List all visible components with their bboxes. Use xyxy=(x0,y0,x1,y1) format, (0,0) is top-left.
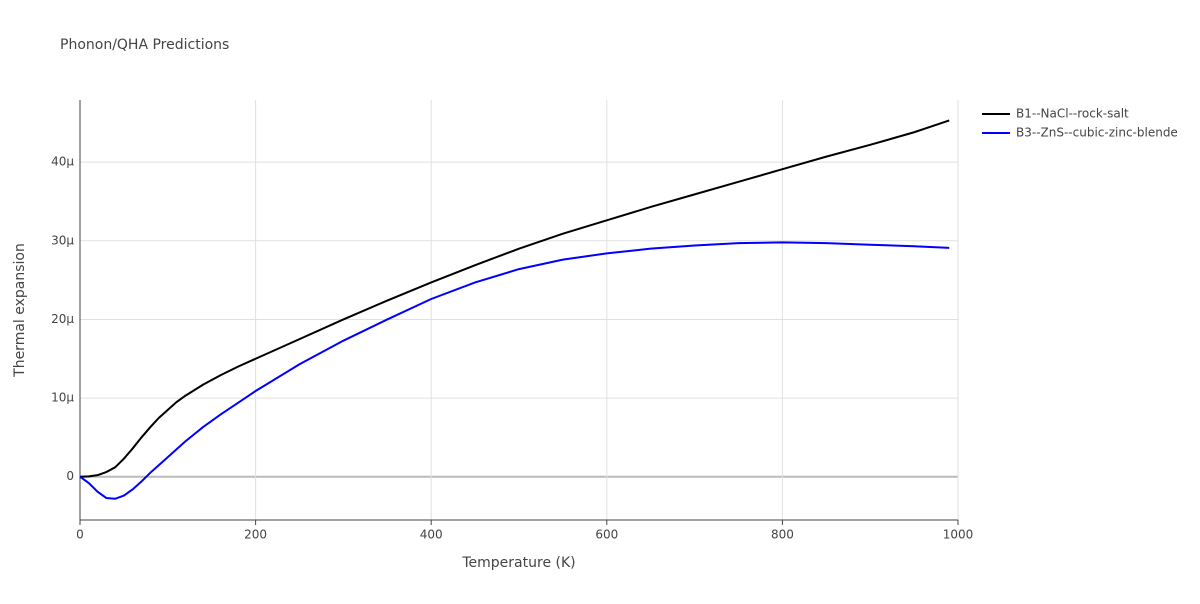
x-tick-label: 1000 xyxy=(943,528,974,542)
y-tick-label: 40μ xyxy=(51,155,74,169)
chart-title: Phonon/QHA Predictions xyxy=(60,37,229,53)
x-axis-title: Temperature (K) xyxy=(461,555,575,571)
y-tick-label: 30μ xyxy=(51,233,74,247)
x-tick-label: 800 xyxy=(771,528,794,542)
y-axis-title: Thermal expansion xyxy=(12,243,28,378)
x-tick-label: 600 xyxy=(595,528,618,542)
line-series xyxy=(79,119,950,478)
legend-label: B1--NaCl--rock-salt xyxy=(1016,107,1129,121)
x-tick-label: 200 xyxy=(244,528,267,542)
line-series xyxy=(79,241,950,500)
y-tick-label: 20μ xyxy=(51,312,74,326)
y-tick-label: 10μ xyxy=(51,391,74,405)
x-tick-label: 400 xyxy=(420,528,443,542)
legend-label: B3--ZnS--cubic-zinc-blende xyxy=(1016,126,1178,140)
x-tick-label: 0 xyxy=(76,528,84,542)
y-tick-label: 0 xyxy=(66,469,74,483)
